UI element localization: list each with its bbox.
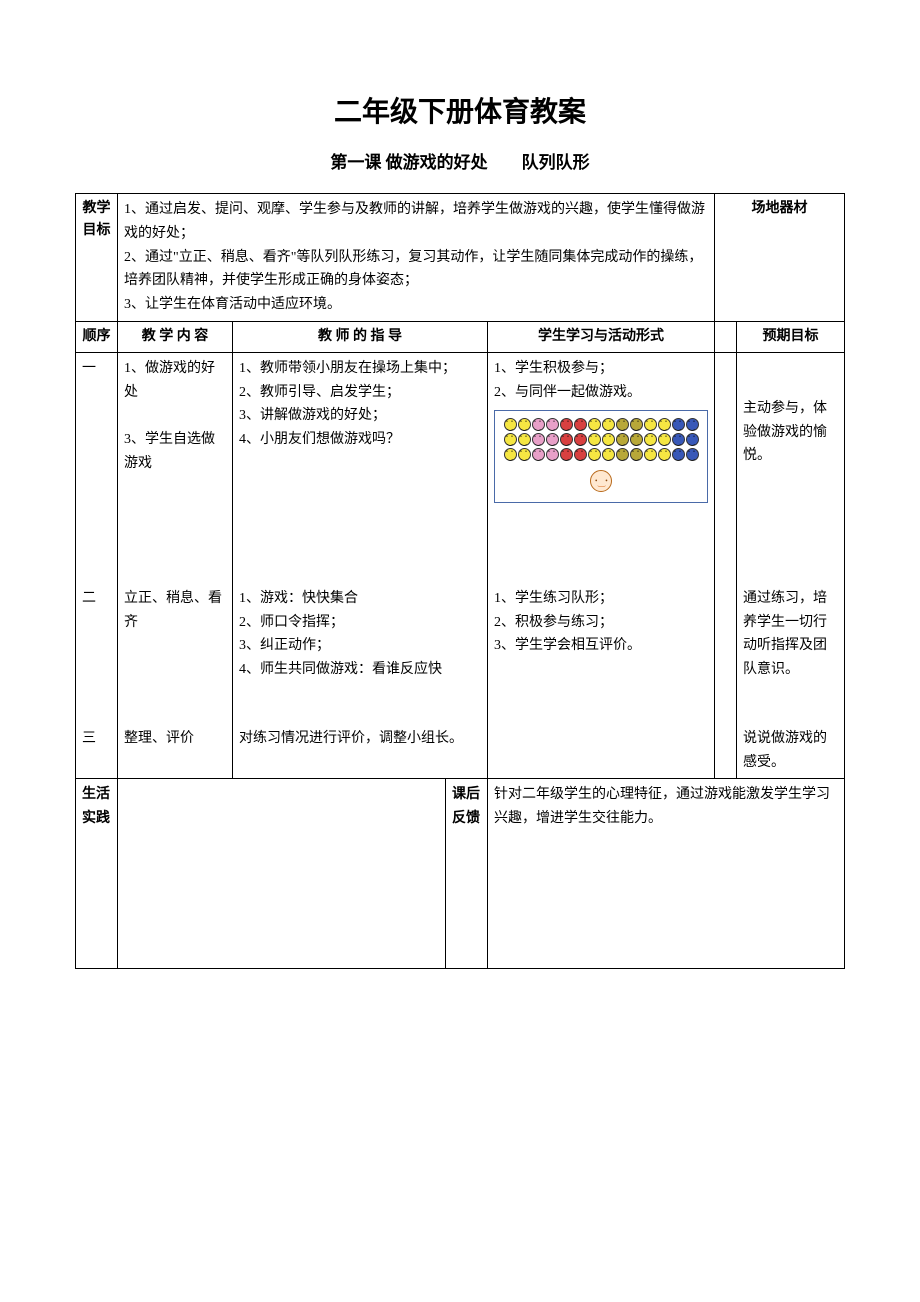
student-icon [686,448,699,461]
student-icon [616,418,629,431]
student-icon [518,433,531,446]
formation-diagram [494,410,708,503]
student-icon [658,418,671,431]
student-icon [602,433,615,446]
student-icon [588,418,601,431]
student-icon [644,448,657,461]
student-icon [532,433,545,446]
subtitle: 第一课 做游戏的好处 队列队形 [75,148,845,173]
lesson-plan-table: 教学目标 1、通过启发、提问、观摩、学生参与及教师的讲解，培养学生做游戏的兴趣，… [75,193,845,969]
practice-label: 生活实践 [76,779,118,969]
student-icon [518,448,531,461]
objectives-label: 教学目标 [76,194,118,322]
student-icon [602,418,615,431]
student-icon [546,418,559,431]
student-icon [616,433,629,446]
student-icon [504,448,517,461]
student-icon [532,448,545,461]
seq-cell-1: 一 二 三 [76,352,118,779]
student-icon [644,418,657,431]
student-icon [658,433,671,446]
student-icon [574,418,587,431]
student-icon [672,433,685,446]
student-icon [560,418,573,431]
student-icon [686,433,699,446]
student-icon [574,433,587,446]
bottom-row: 生活实践 课后反馈 针对二年级学生的心理特征，通过游戏能激发学生学习兴趣，增进学… [76,779,845,969]
feedback-label: 课后反馈 [446,779,488,969]
feedback-text: 针对二年级学生的心理特征，通过游戏能激发学生学习兴趣，增进学生交往能力。 [488,779,845,969]
objectives-text: 1、通过启发、提问、观摩、学生参与及教师的讲解，培养学生做游戏的兴趣，使学生懂得… [118,194,715,322]
main-title: 二年级下册体育教案 [75,90,845,130]
content-cell-all: 1、做游戏的好处 3、学生自选做游戏 立正、稍息、看齐 整理、评价 [118,352,233,779]
target-cell-all: 主动参与，体验做游戏的愉悦。 通过练习，培养学生一切行动听指挥及团队意识。 说说… [737,352,845,779]
spacer-cell [715,352,737,779]
header-content: 教 学 内 容 [118,321,233,352]
header-seq: 顺序 [76,321,118,352]
student-icon [574,448,587,461]
equipment-label: 场地器材 [715,194,845,322]
student-icon [658,448,671,461]
practice-cell [118,779,446,969]
student-icon [644,433,657,446]
student-icon [588,433,601,446]
teacher-cell-all: 1、教师带领小朋友在操场上集中； 2、教师引导、启发学生； 3、讲解做游戏的好处… [233,352,488,779]
student-icon [672,418,685,431]
header-teacher: 教 师 的 指 导 [233,321,488,352]
student-icon [672,448,685,461]
student-cell-all: 1、学生积极参与； 2、与同伴一起做游戏。 1、学生练习队形； 2、积极参与练习… [488,352,715,779]
header-target: 预期目标 [737,321,845,352]
student-icon [630,418,643,431]
spacer-col [715,321,737,352]
student-icon [532,418,545,431]
student-icon [518,418,531,431]
header-student: 学生学习与活动形式 [488,321,715,352]
student-icon [588,448,601,461]
student-icon [560,448,573,461]
student-icon [630,448,643,461]
student-icon [560,433,573,446]
student-icon [504,433,517,446]
student-icon [546,433,559,446]
teacher-icon [590,470,612,492]
student-icon [686,418,699,431]
student-icon [504,418,517,431]
student-icon [630,433,643,446]
student-icon [602,448,615,461]
student-icon [616,448,629,461]
student-icon [546,448,559,461]
